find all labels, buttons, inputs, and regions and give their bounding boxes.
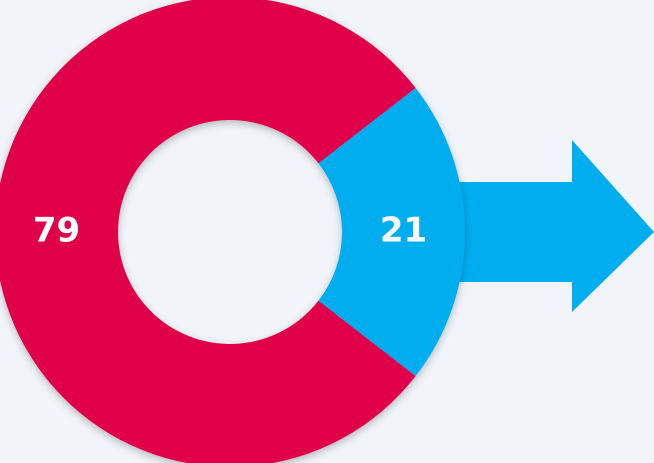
arrow (440, 140, 654, 312)
data-label: 21 (380, 211, 427, 251)
data-label: 79 (33, 211, 80, 251)
slice (0, 0, 416, 463)
slice (318, 87, 465, 377)
donut (0, 0, 465, 463)
